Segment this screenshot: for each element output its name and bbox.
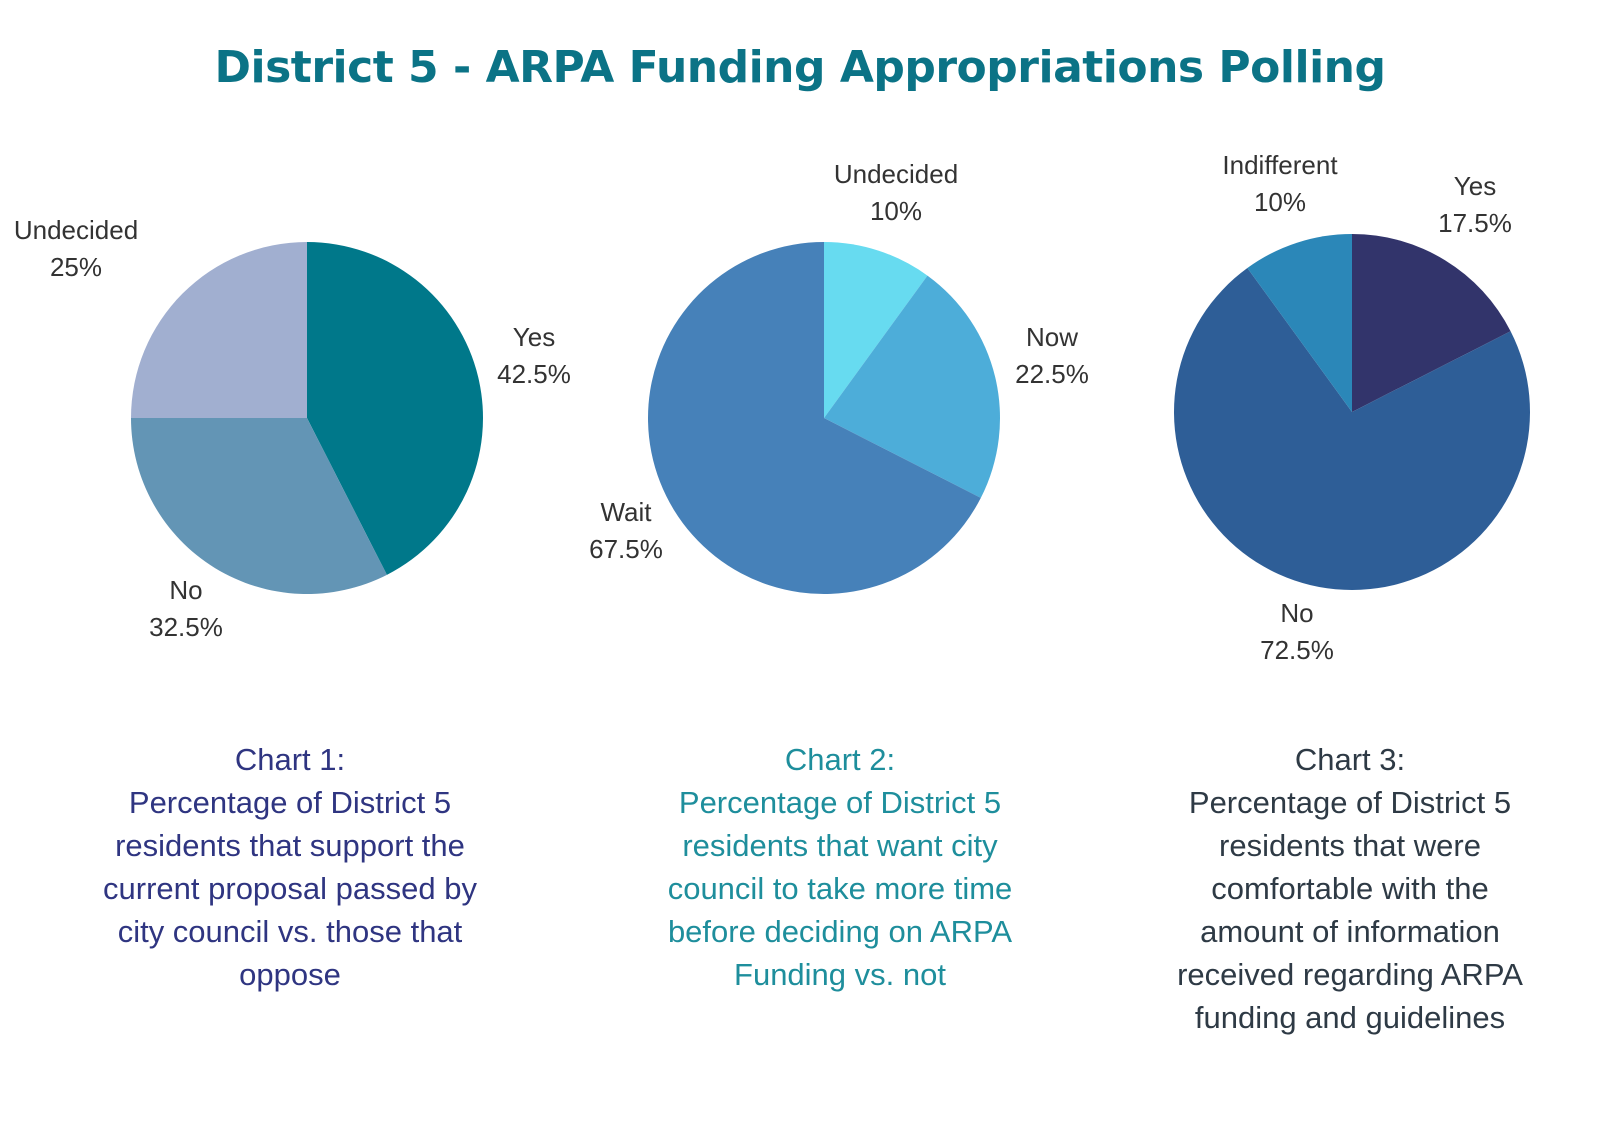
chart-3-labels: Yes 17.5% No 72.5% Indifferent 10% — [1222, 150, 1511, 665]
page-title: District 5 - ARPA Funding Appropriations… — [214, 42, 1386, 93]
chart-3-caption: Chart 3: Percentage of District 5 reside… — [1160, 738, 1540, 1039]
chart-2-caption: Chart 2: Percentage of District 5 reside… — [650, 738, 1030, 996]
chart-1-slices — [131, 242, 484, 595]
chart-3-slice-indifferent — [1247, 234, 1352, 412]
chart-1-slice-undecided — [131, 242, 307, 418]
chart-2-value-wait: 67.5% — [589, 534, 663, 564]
chart-1-label-no: No — [169, 575, 202, 605]
chart-1-labels: Yes 42.5% No 32.5% Undecided 25% — [14, 215, 571, 642]
chart-1-label-undecided: Undecided — [14, 215, 138, 245]
chart-3-pie: Yes 17.5% No 72.5% Indifferent 10% — [1173, 150, 1530, 665]
chart-3-value-yes: 17.5% — [1438, 208, 1512, 238]
chart-1-value-no: 32.5% — [149, 612, 223, 642]
chart-2-slice-undecided — [824, 242, 928, 418]
chart-3-caption-heading: Chart 3: — [1294, 742, 1406, 777]
chart-2-slices — [648, 242, 1001, 595]
chart-3-slice-no — [1173, 267, 1530, 590]
chart-1-value-yes: 42.5% — [497, 359, 571, 389]
pie-charts: Yes 42.5% No 32.5% Undecided 25% Undecided 10%… — [14, 150, 1530, 665]
chart-3-value-indifferent: 10% — [1254, 187, 1306, 217]
chart-2-caption-heading: Chart 2: — [784, 742, 896, 777]
chart-2-label-now: Now — [1026, 322, 1078, 352]
chart-3-caption-text: Percentage of District 5 residents that … — [1177, 785, 1523, 1035]
chart-3-slice-yes — [1352, 234, 1511, 412]
chart-2-label-wait: Wait — [600, 497, 652, 527]
chart-3-label-yes: Yes — [1454, 171, 1496, 201]
chart-2-pie: Undecided 10% Now 22.5% Wait 67.5% — [589, 159, 1089, 595]
chart-2-value-now: 22.5% — [1015, 359, 1089, 389]
chart-1-label-yes: Yes — [513, 322, 555, 352]
chart-1-caption-text: Percentage of District 5 residents that … — [103, 785, 477, 992]
chart-3-label-indifferent: Indifferent — [1222, 150, 1338, 180]
chart-2-slice-now — [824, 275, 1001, 498]
chart-2-label-undecided: Undecided — [834, 159, 958, 189]
chart-1-pie: Yes 42.5% No 32.5% Undecided 25% — [14, 215, 571, 642]
chart-1-slice-yes — [307, 242, 484, 575]
chart-2-slice-wait — [648, 242, 981, 595]
chart-1-caption: Chart 1: Percentage of District 5 reside… — [100, 738, 480, 996]
chart-3-slices — [1173, 234, 1530, 590]
chart-2-labels: Undecided 10% Now 22.5% Wait 67.5% — [589, 159, 1089, 564]
chart-2-caption-text: Percentage of District 5 residents that … — [667, 785, 1013, 992]
chart-1-slice-no — [131, 418, 387, 595]
chart-3-value-no: 72.5% — [1260, 635, 1334, 665]
chart-1-caption-heading: Chart 1: — [234, 742, 346, 777]
chart-2-value-undecided: 10% — [870, 196, 922, 226]
chart-3-label-no: No — [1280, 598, 1313, 628]
chart-1-value-undecided: 25% — [50, 252, 102, 282]
